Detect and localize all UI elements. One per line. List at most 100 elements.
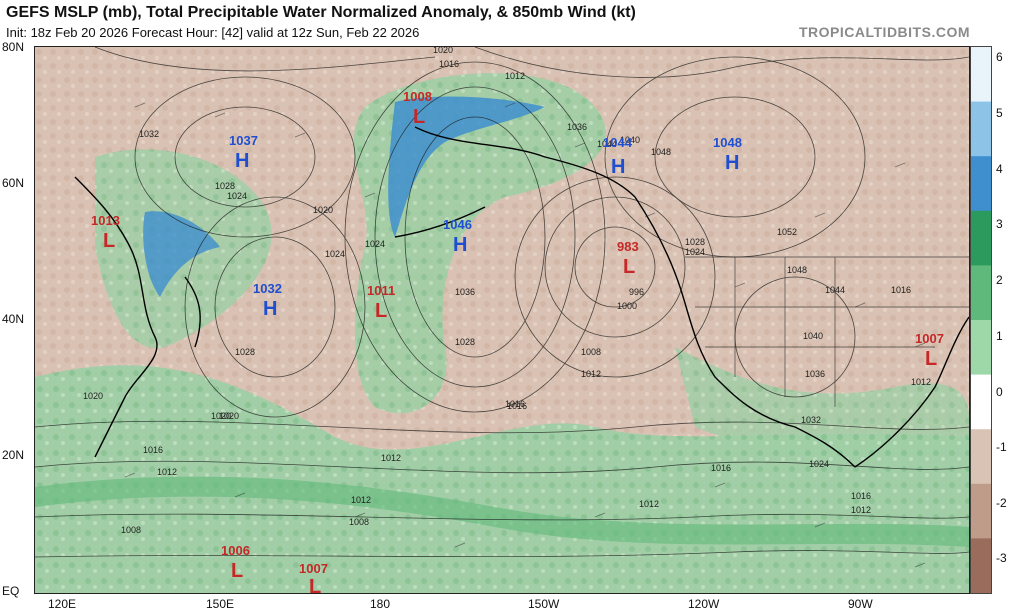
state-borders bbox=[685, 256, 969, 407]
center-value: 1011 bbox=[367, 283, 395, 298]
isobar-label: 1012 bbox=[639, 499, 659, 509]
isobar bbox=[514, 176, 716, 378]
center-value: 1013 bbox=[91, 213, 120, 228]
coastline-north-america-west bbox=[634, 196, 856, 468]
isobar-label: 1036 bbox=[805, 369, 825, 379]
colorbar-label: -2 bbox=[996, 496, 1007, 510]
isobar bbox=[214, 236, 336, 378]
center-letter: H bbox=[453, 234, 467, 256]
isobar bbox=[35, 420, 969, 434]
isobar-label: 996 bbox=[629, 287, 644, 297]
isobar bbox=[134, 76, 356, 238]
isobar-label: 1016 bbox=[439, 59, 459, 69]
colorbar-segment bbox=[971, 101, 991, 157]
wind-barbs bbox=[124, 102, 926, 568]
isobar-label: 1040 bbox=[620, 135, 640, 145]
isobar-label: 1024 bbox=[685, 247, 705, 257]
isobar-label: 1044 bbox=[597, 139, 617, 149]
center-value: 1006 bbox=[221, 543, 250, 558]
colorbar-segment bbox=[971, 265, 991, 321]
center-letter: L bbox=[623, 256, 635, 278]
isobar-label: 1024 bbox=[365, 239, 385, 249]
isobar-label: 1020 bbox=[219, 411, 239, 421]
low-center: 1011 L bbox=[367, 283, 395, 322]
colorbar-segment bbox=[971, 483, 991, 539]
isobar-label: 1012 bbox=[381, 453, 401, 463]
low-center: 1008 L bbox=[403, 89, 432, 128]
isobar-label: 1020 bbox=[313, 205, 333, 215]
lat-label: 20N bbox=[2, 448, 25, 462]
isobar bbox=[374, 86, 576, 388]
colorbar-segment bbox=[971, 47, 991, 103]
colorbar-label: 5 bbox=[996, 106, 1003, 120]
center-value: 1007 bbox=[915, 331, 944, 346]
moisture-plume-blue-west bbox=[143, 211, 220, 297]
isobar bbox=[35, 460, 969, 474]
colorbar-label: 2 bbox=[996, 273, 1003, 287]
isobar-label: 1024 bbox=[325, 249, 345, 259]
colorbar-segment bbox=[971, 374, 991, 430]
center-value: 1007 bbox=[299, 561, 328, 576]
wind-barb bbox=[134, 102, 926, 348]
isobar bbox=[184, 196, 366, 418]
high-center: 1044 H bbox=[603, 135, 633, 178]
lon-label: 90W bbox=[848, 597, 873, 611]
isobar bbox=[344, 61, 606, 413]
low-center: 1007 L bbox=[915, 331, 944, 370]
lon-label: 120W bbox=[688, 597, 720, 611]
isobar-label: 1044 bbox=[825, 285, 845, 295]
isobar-label: 1036 bbox=[567, 122, 587, 132]
center-value: 983 bbox=[617, 239, 639, 254]
isobar-label: 1012 bbox=[851, 505, 871, 515]
low-center: 1013 L bbox=[91, 213, 120, 252]
center-value: 1032 bbox=[253, 281, 282, 296]
isobar bbox=[474, 47, 969, 78]
colorbar-segment bbox=[971, 210, 991, 266]
wind-barb bbox=[124, 472, 926, 568]
isobar-label: 1012 bbox=[505, 71, 525, 81]
isobar-label: 1012 bbox=[351, 495, 371, 505]
lon-label: 180 bbox=[370, 597, 391, 611]
isobar-label: 1040 bbox=[803, 331, 823, 341]
map-title: GEFS MSLP (mb), Total Precipitable Water… bbox=[6, 4, 636, 21]
anomaly-colorbar bbox=[970, 46, 992, 594]
colorbar-label: 0 bbox=[996, 385, 1003, 399]
credit-watermark: TROPICALTIDBITS.COM bbox=[798, 24, 970, 40]
isobar-label: 1016 bbox=[891, 285, 911, 295]
isobar bbox=[404, 116, 546, 358]
anomaly-field-green-gulf bbox=[675, 347, 969, 461]
isobar-label: 1020 bbox=[83, 391, 103, 401]
pressure-centers: 1037 H 1008 L 1046 H 1032 H 1011 L 1013 … bbox=[91, 89, 944, 594]
center-value: 1046 bbox=[443, 217, 472, 232]
isobar bbox=[174, 106, 316, 208]
isobar bbox=[544, 196, 686, 338]
coastline-asia bbox=[74, 176, 158, 458]
isobar-label: 1024 bbox=[227, 191, 247, 201]
map-subtitle: Init: 18z Feb 20 2026 Forecast Hour: [42… bbox=[6, 25, 420, 40]
isobar-label: 1048 bbox=[651, 147, 671, 157]
low-center: 1007 L bbox=[299, 561, 328, 594]
isobar-labels: 1020 1016 1012 1032 1028 1024 1020 1036 … bbox=[83, 47, 931, 535]
center-value: 1044 bbox=[603, 135, 633, 150]
colorbar-segment bbox=[971, 429, 991, 485]
coastline-japan bbox=[184, 276, 201, 348]
isobar bbox=[35, 550, 969, 558]
lon-label: 150W bbox=[528, 597, 560, 611]
center-letter: L bbox=[231, 560, 243, 582]
isobar-label: 1016 bbox=[505, 399, 525, 409]
lat-label: EQ bbox=[2, 584, 20, 598]
isobar-label: 1008 bbox=[581, 347, 601, 357]
moisture-green-south-streak bbox=[35, 476, 969, 547]
isobar-label: 1012 bbox=[157, 467, 177, 477]
center-letter: H bbox=[725, 152, 739, 174]
center-letter: L bbox=[375, 300, 387, 322]
isobar-label: 1020 bbox=[211, 411, 231, 421]
coastline-alaska bbox=[414, 126, 636, 198]
high-center: 1046 H bbox=[443, 217, 472, 256]
isobar-label: 1048 bbox=[787, 265, 807, 275]
center-letter: L bbox=[309, 576, 321, 594]
center-letter: H bbox=[611, 156, 625, 178]
isobar-label: 1028 bbox=[455, 337, 475, 347]
isobar-label: 1012 bbox=[911, 377, 931, 387]
isobar-label: 1008 bbox=[121, 525, 141, 535]
